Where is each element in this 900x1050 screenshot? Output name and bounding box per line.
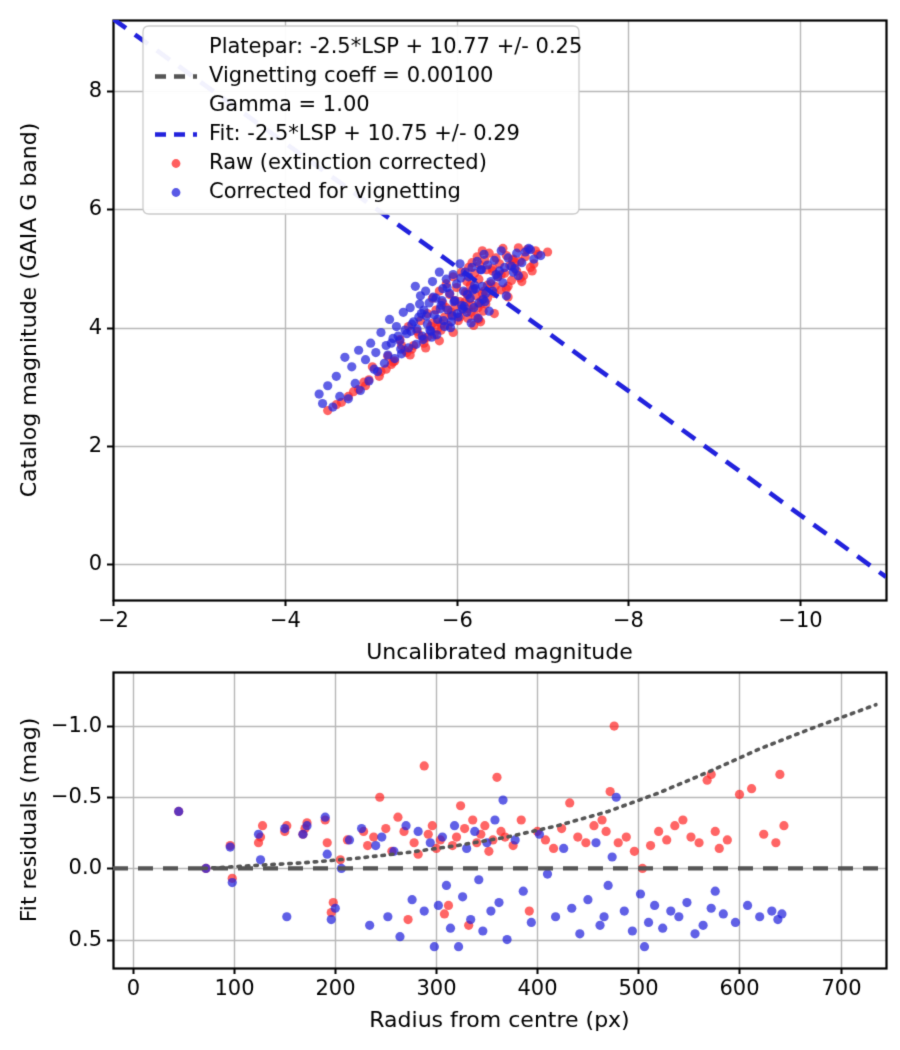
photometry-calibration-figure: Platepar: -2.5*LSP + 10.77 +/- 0.25 Vign… [0,0,900,1050]
plot-canvas [0,0,900,1050]
